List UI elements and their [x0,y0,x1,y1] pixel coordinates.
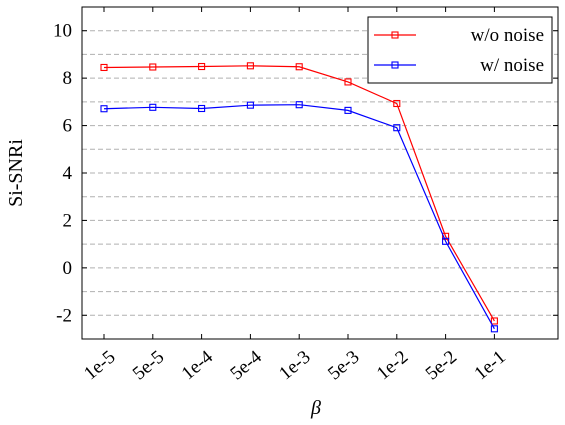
series-line [103,104,495,330]
data-point [100,63,108,72]
data-point [393,124,401,132]
data-point [295,101,303,109]
data-point [442,232,450,240]
legend-label: w/ noise [480,55,544,76]
data-point [442,237,450,245]
x-tick-label: 1e-5 [80,347,119,385]
y-axis-ticks: -2 0 2 4 6 8 10 [53,21,558,326]
series-line [103,65,495,322]
data-point [344,78,352,86]
legend-swatch-marker [391,31,399,39]
data-point [295,63,303,71]
x-tick-label: 1e-3 [275,347,314,385]
data-point [100,105,108,113]
data-point [198,62,206,71]
x-tick-label: 5e-4 [226,346,266,384]
y-tick-label: 6 [63,116,73,137]
legend-box [367,16,553,84]
x-tick-label: 5e-5 [129,347,168,385]
data-point [490,317,498,325]
data-point [246,62,254,70]
x-tick-label: 5e-2 [422,347,461,385]
y-tick-label: 8 [63,68,73,89]
x-tick-label: 1e-2 [373,347,412,385]
data-point [344,106,352,114]
y-tick-label: 10 [53,21,72,42]
y-axis-label: Si-SNRi [5,139,27,207]
x-tick-label: 1e-1 [470,347,509,385]
data-point [149,63,157,71]
y-tick-label: 2 [63,210,73,231]
x-tick-label: 5e-3 [324,347,363,385]
plot-frame [81,6,559,340]
data-point [393,99,401,108]
series-layer [100,62,498,333]
y-tick-label: -2 [56,305,72,326]
data-point [246,101,254,109]
data-point [490,325,498,333]
x-tick-label: 1e-4 [178,346,218,384]
y-tick-label: 4 [63,163,73,184]
legend-swatch-marker [391,61,399,69]
data-point [149,103,157,111]
legend: w/o noise w/ noise [367,16,553,84]
legend-label: w/o noise [471,25,544,46]
y-tick-label: 0 [63,258,73,279]
data-point [198,104,206,113]
x-axis-label: β [310,397,321,419]
